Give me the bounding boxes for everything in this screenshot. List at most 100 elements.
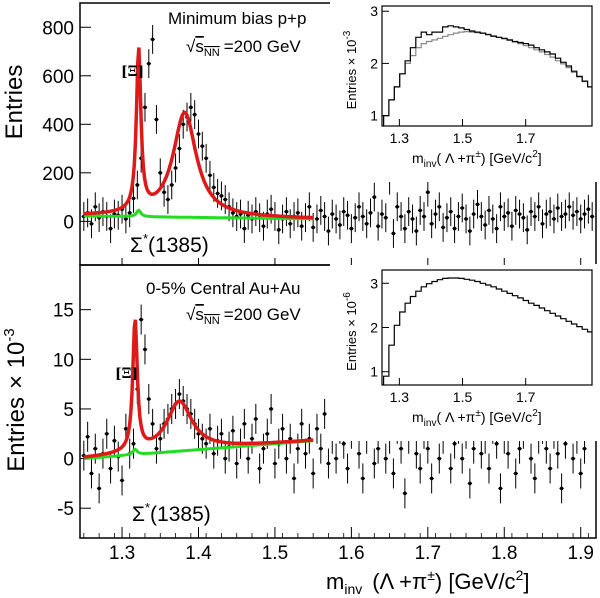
data-point <box>150 24 155 54</box>
data-point <box>284 197 289 227</box>
data-point <box>505 198 511 228</box>
data-point <box>261 433 266 464</box>
data-point <box>544 199 549 229</box>
data-point <box>509 211 515 241</box>
data-point <box>574 197 580 227</box>
data-point <box>379 199 385 229</box>
point-marker <box>89 221 94 226</box>
point-marker <box>517 212 522 216</box>
point-marker <box>223 197 228 202</box>
data-point <box>567 192 572 222</box>
data-point <box>452 214 457 244</box>
point-marker <box>582 446 587 451</box>
point-marker <box>383 456 388 461</box>
point-marker <box>147 61 151 66</box>
point-marker <box>299 422 304 426</box>
data-point <box>268 393 274 424</box>
data-point <box>532 463 538 494</box>
point-marker <box>494 441 499 446</box>
top-ylabel: Entries <box>1 65 28 140</box>
y-tick-label: -5 <box>57 499 74 520</box>
point-marker <box>104 431 109 436</box>
point-marker <box>391 231 396 236</box>
point-marker <box>280 427 285 431</box>
point-marker <box>578 217 583 221</box>
point-marker <box>437 456 442 461</box>
data-point <box>245 200 251 230</box>
data-point <box>414 438 419 469</box>
point-marker <box>494 226 499 231</box>
point-marker <box>364 221 369 226</box>
data-point <box>276 215 281 245</box>
data-point <box>345 200 350 230</box>
point-marker <box>143 105 147 110</box>
point-marker <box>471 446 476 451</box>
point-marker <box>529 456 533 461</box>
data-point <box>383 203 388 233</box>
data-point <box>135 170 140 200</box>
data-point <box>463 204 469 234</box>
point-marker <box>200 436 205 441</box>
x-tick-label: 1.7 <box>415 543 441 564</box>
background-fit-curve <box>83 208 314 221</box>
data-point <box>314 204 320 234</box>
data-point <box>89 458 94 489</box>
point-marker <box>315 217 319 221</box>
point-marker <box>452 226 457 231</box>
y-tick-label: 0 <box>63 450 74 471</box>
data-point <box>295 433 301 464</box>
data-point <box>475 189 480 219</box>
x-tick-label: 1.6 <box>338 543 364 564</box>
point-marker <box>582 212 587 216</box>
top-title: Minimum bias p+p <box>168 9 306 28</box>
point-marker <box>468 481 472 486</box>
point-marker <box>575 209 579 214</box>
bottom-ylabel: Entries× 10-3 <box>1 328 30 471</box>
point-marker <box>208 427 212 431</box>
data-point <box>188 92 194 122</box>
data-point <box>318 433 323 464</box>
data-point <box>429 463 434 494</box>
point-marker <box>517 446 522 451</box>
point-marker <box>383 215 388 220</box>
point-marker <box>177 146 182 151</box>
data-point <box>502 202 507 231</box>
point-marker <box>89 471 94 476</box>
data-point <box>253 197 259 227</box>
point-marker <box>284 456 289 461</box>
point-marker <box>341 209 346 214</box>
point-marker <box>433 212 438 216</box>
point-marker <box>571 456 575 461</box>
point-marker <box>349 226 354 231</box>
data-point <box>108 453 113 484</box>
point-marker <box>429 476 434 481</box>
inset: 1 2 3 1.3 1.5 1.7 Entries × 10-6 minv( Λ +π±) [… <box>330 264 600 441</box>
data-point <box>356 192 362 222</box>
inset-same-event-histogram <box>383 277 592 385</box>
inset-x-tick-label: 1.7 <box>516 389 536 405</box>
point-marker <box>513 471 518 476</box>
y-tick-label: 800 <box>42 18 74 39</box>
sqrt-symbol: √ <box>186 37 196 56</box>
data-point <box>211 438 216 469</box>
point-marker <box>326 461 331 466</box>
data-point <box>444 203 450 233</box>
data-point <box>127 198 132 228</box>
point-marker <box>322 214 327 219</box>
top-sigma-label: Σ*(1385) <box>130 231 209 257</box>
point-marker <box>265 431 270 436</box>
data-point <box>108 214 113 244</box>
data-point <box>295 198 301 228</box>
x-axis-label: minv (Λ +π±) [GeV/c2] <box>326 567 529 597</box>
point-marker <box>296 446 300 451</box>
inset-x-tick-label: 1.7 <box>516 130 536 146</box>
point-marker <box>540 221 545 226</box>
point-marker <box>456 214 461 219</box>
point-marker <box>506 211 510 215</box>
data-point <box>448 453 453 484</box>
point-marker <box>257 466 262 471</box>
data-point <box>123 204 129 234</box>
point-marker <box>563 212 568 216</box>
x-tick-label: 1.3 <box>109 543 135 564</box>
point-marker <box>471 212 476 216</box>
